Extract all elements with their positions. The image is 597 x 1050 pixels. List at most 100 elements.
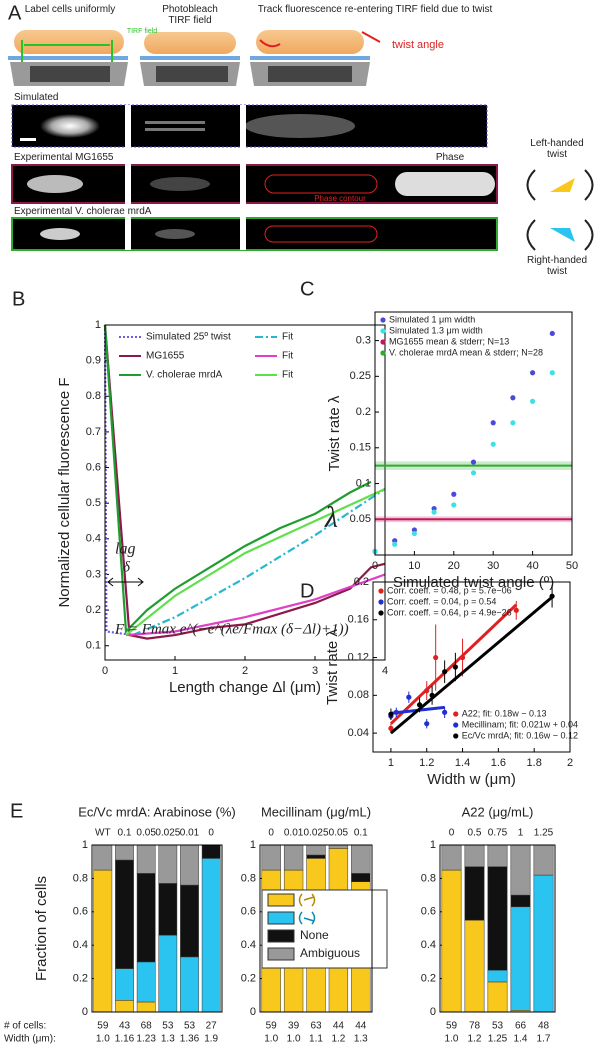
width-value: 1.36	[180, 1034, 200, 1045]
row-label: Experimental MG1655	[14, 152, 114, 163]
legend-marker	[453, 711, 459, 717]
legend-label: MG1655 mean & stderr; N=13	[389, 336, 509, 346]
cell-count: 27	[206, 1021, 218, 1032]
y-tick-label: 0.1	[86, 640, 101, 652]
y-axis-label: Fraction of cells	[33, 876, 50, 981]
point	[513, 607, 519, 613]
bar-segment	[283, 844, 304, 871]
line-series	[103, 324, 134, 637]
legend-label: V. cholerae mrdA mean & stderr; N=28	[389, 347, 543, 357]
legend-label: V. cholerae mrdA	[146, 370, 223, 381]
point	[388, 725, 394, 731]
y-tick-label: 0.3	[356, 334, 371, 346]
cell-count: 43	[119, 1021, 131, 1032]
bar-segment	[115, 844, 134, 861]
category-label: 0.5	[468, 828, 482, 839]
cell-count: 48	[538, 1021, 550, 1032]
x-tick-label: 3	[312, 665, 318, 677]
contour-label: Phase contour	[314, 194, 366, 203]
legend-label: None	[300, 928, 329, 942]
line-series	[103, 324, 386, 640]
y-tick-label: 0.6	[421, 906, 436, 918]
cell-count: 59	[266, 1021, 278, 1032]
bar-segment	[487, 970, 508, 983]
legend-swatch	[267, 893, 295, 907]
x-tick-label: 50	[566, 560, 578, 572]
legend-swatch	[267, 911, 295, 925]
legend-label: MG1655	[146, 351, 185, 362]
y-axis-label: Normalized cellular fluorescence F	[56, 377, 73, 607]
annotation: λ	[324, 501, 338, 534]
category-label: 0.05	[136, 828, 156, 839]
annotation: Corr. coeff. = 0.48, p = 5.7e−06	[387, 585, 512, 595]
y-tick-label: 0.8	[241, 872, 256, 884]
legend-marker	[380, 350, 386, 356]
point	[490, 420, 496, 426]
category-label: 0.05	[329, 828, 349, 839]
y-tick-label: 0	[250, 1006, 256, 1018]
y-axis-label: Twist rate λ	[324, 629, 341, 705]
width-value: 1.2	[468, 1034, 482, 1045]
bar-segment	[464, 919, 485, 1013]
x-tick-label: 20	[448, 560, 460, 572]
point	[424, 721, 430, 727]
point	[452, 664, 458, 670]
twist-legend: Left-handed twist	[530, 138, 584, 160]
legend-marker	[380, 317, 386, 323]
point	[470, 470, 477, 476]
y-tick-label: 0.08	[348, 689, 369, 701]
category-label: 0	[449, 828, 455, 839]
cell-count: 53	[162, 1021, 174, 1032]
y-tick-label: 0.8	[86, 390, 101, 402]
panel-label: E	[10, 800, 23, 822]
plot-frame	[259, 844, 373, 1013]
annotation: Corr. coeff. = 0.04, p = 0.54	[387, 596, 496, 606]
bar-segment	[487, 981, 508, 1013]
step-text: Label cells uniformly	[24, 4, 116, 15]
bar-segment	[115, 1000, 134, 1013]
x-tick-label: 40	[526, 560, 538, 572]
width-value: 1.0	[264, 1034, 278, 1045]
point	[433, 654, 439, 661]
bar-segment	[328, 844, 349, 849]
point	[393, 709, 399, 715]
bar-segment	[510, 894, 531, 908]
category-label: 0.75	[488, 828, 508, 839]
y-tick-label: 0.4	[421, 939, 436, 951]
plot-frame	[372, 581, 571, 753]
y-tick-label: 1	[82, 839, 88, 851]
legend-marker	[453, 733, 459, 739]
legend-label: Fit	[282, 351, 293, 362]
panel-label: A	[8, 2, 22, 24]
category-label: 1	[518, 828, 524, 839]
bar-segment	[136, 844, 156, 874]
chart-title: A22 (μg/mL)	[462, 804, 534, 819]
y-tick-label: 0	[430, 1006, 436, 1018]
x-tick-label: 4	[382, 665, 388, 677]
category-label: 0.1	[354, 828, 368, 839]
plot-frame	[374, 311, 573, 556]
y-tick-label: 1	[95, 319, 101, 331]
width-value: 1.16	[115, 1034, 135, 1045]
legend-marker	[453, 722, 459, 728]
point	[388, 711, 394, 717]
cell-count: 68	[141, 1021, 153, 1032]
bar-segment	[351, 844, 371, 874]
tirf-label: TIRF field	[126, 28, 158, 35]
row-label: Phase	[435, 152, 465, 163]
y-tick-label: 0.2	[73, 973, 88, 985]
category-label: WT	[95, 828, 111, 839]
x-tick-label: 1.2	[419, 757, 434, 769]
category-label: 0.025	[303, 828, 328, 839]
x-tick-label: 1.8	[527, 757, 542, 769]
width-value: 1.0	[445, 1034, 459, 1045]
x-tick-label: 10	[408, 560, 420, 572]
point	[549, 593, 555, 599]
y-axis-label: Twist rate λ	[326, 395, 343, 471]
y-tick-label: 0.05	[350, 513, 371, 525]
category-label: 0	[208, 828, 214, 839]
y-tick-label: 1	[250, 839, 256, 851]
legend-marker	[380, 328, 386, 334]
chart-title: Mecillinam (μg/mL)	[261, 804, 371, 819]
bar-segment	[180, 884, 199, 958]
